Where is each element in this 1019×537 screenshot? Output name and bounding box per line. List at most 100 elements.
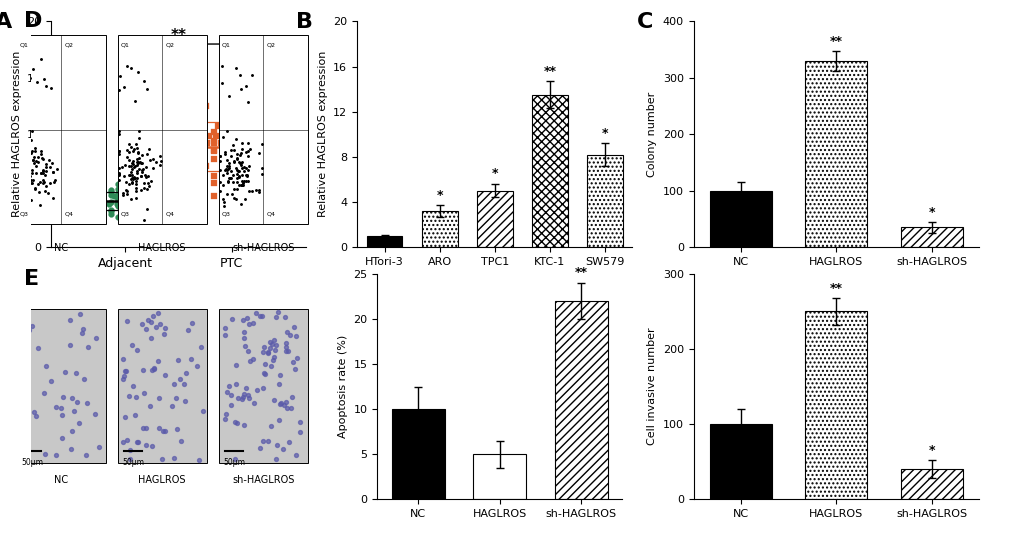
Point	[223, 77, 239, 86]
Point	[48, 403, 64, 412]
Point	[240, 187, 257, 195]
Point	[95, 201, 111, 210]
Point	[237, 383, 254, 392]
Point	[19, 180, 36, 188]
Point	[193, 132, 209, 141]
Point	[237, 177, 254, 186]
Point	[272, 400, 288, 408]
Point	[227, 418, 244, 426]
Point	[35, 176, 51, 184]
Point	[111, 86, 127, 95]
Point	[24, 65, 41, 74]
Point	[157, 426, 173, 435]
Point	[38, 361, 54, 370]
Point	[116, 161, 132, 169]
Point	[206, 171, 222, 180]
Point	[223, 176, 239, 184]
Point	[124, 213, 141, 222]
Point	[281, 330, 298, 339]
Point	[152, 151, 168, 160]
Point	[228, 194, 245, 203]
Point	[131, 185, 148, 194]
Point	[231, 134, 248, 143]
Point	[232, 149, 249, 158]
Point	[242, 357, 258, 366]
Text: HAGLROS: HAGLROS	[139, 243, 185, 253]
Point	[130, 437, 147, 446]
Point	[111, 126, 127, 135]
Point	[215, 182, 231, 190]
Point	[221, 173, 237, 182]
Point	[210, 122, 226, 130]
Point	[253, 169, 269, 178]
Point	[10, 177, 26, 185]
Point	[219, 178, 235, 186]
Point	[25, 176, 42, 184]
Point	[118, 178, 135, 187]
Point	[112, 72, 128, 81]
Point	[129, 149, 146, 157]
Point	[138, 440, 154, 449]
Point	[212, 187, 228, 196]
Point	[128, 438, 145, 446]
Point	[215, 195, 231, 204]
Point	[212, 178, 228, 186]
Point	[254, 437, 270, 445]
Point	[239, 98, 256, 106]
Point	[206, 179, 222, 188]
Point	[32, 200, 48, 209]
Point	[242, 145, 258, 154]
Point	[266, 395, 282, 404]
Point	[71, 309, 88, 318]
Text: Q3: Q3	[120, 212, 129, 217]
Point	[42, 179, 58, 187]
Point	[16, 153, 33, 162]
Point	[17, 170, 34, 178]
Point	[235, 177, 252, 186]
Point	[278, 346, 294, 355]
Point	[238, 135, 255, 143]
Point	[38, 167, 54, 176]
Point	[44, 159, 60, 168]
Point	[214, 133, 230, 141]
Point	[128, 166, 145, 175]
Text: Q4: Q4	[266, 212, 275, 217]
Point	[131, 157, 148, 166]
Point	[56, 367, 72, 376]
Y-axis label: Relative HAGLROS expression: Relative HAGLROS expression	[11, 51, 21, 217]
Point	[232, 169, 249, 177]
Point	[30, 180, 46, 188]
Point	[10, 165, 26, 174]
Point	[136, 77, 152, 85]
Point	[179, 326, 196, 335]
Point	[277, 342, 293, 351]
Point	[219, 162, 235, 171]
Point	[63, 394, 79, 403]
Point	[216, 201, 232, 210]
Point	[110, 195, 126, 204]
Bar	[709, 424, 771, 499]
Point	[291, 428, 308, 437]
Point	[214, 61, 230, 70]
Point	[124, 382, 141, 390]
Point	[111, 170, 127, 179]
Point	[120, 180, 137, 188]
Point	[127, 187, 144, 195]
Point	[251, 149, 267, 157]
Point	[219, 388, 235, 396]
Point	[143, 317, 159, 326]
Point	[10, 164, 26, 173]
Point	[201, 132, 217, 141]
Text: Q1: Q1	[120, 42, 129, 47]
Point	[287, 451, 304, 460]
Point	[235, 390, 252, 398]
Point	[21, 325, 38, 334]
Text: Q2: Q2	[64, 42, 73, 47]
Point	[110, 193, 126, 202]
Point	[111, 147, 127, 156]
Bar	[218, 35, 308, 224]
Point	[48, 451, 64, 459]
Point	[10, 150, 26, 159]
Point	[254, 134, 270, 143]
Point	[240, 142, 257, 151]
